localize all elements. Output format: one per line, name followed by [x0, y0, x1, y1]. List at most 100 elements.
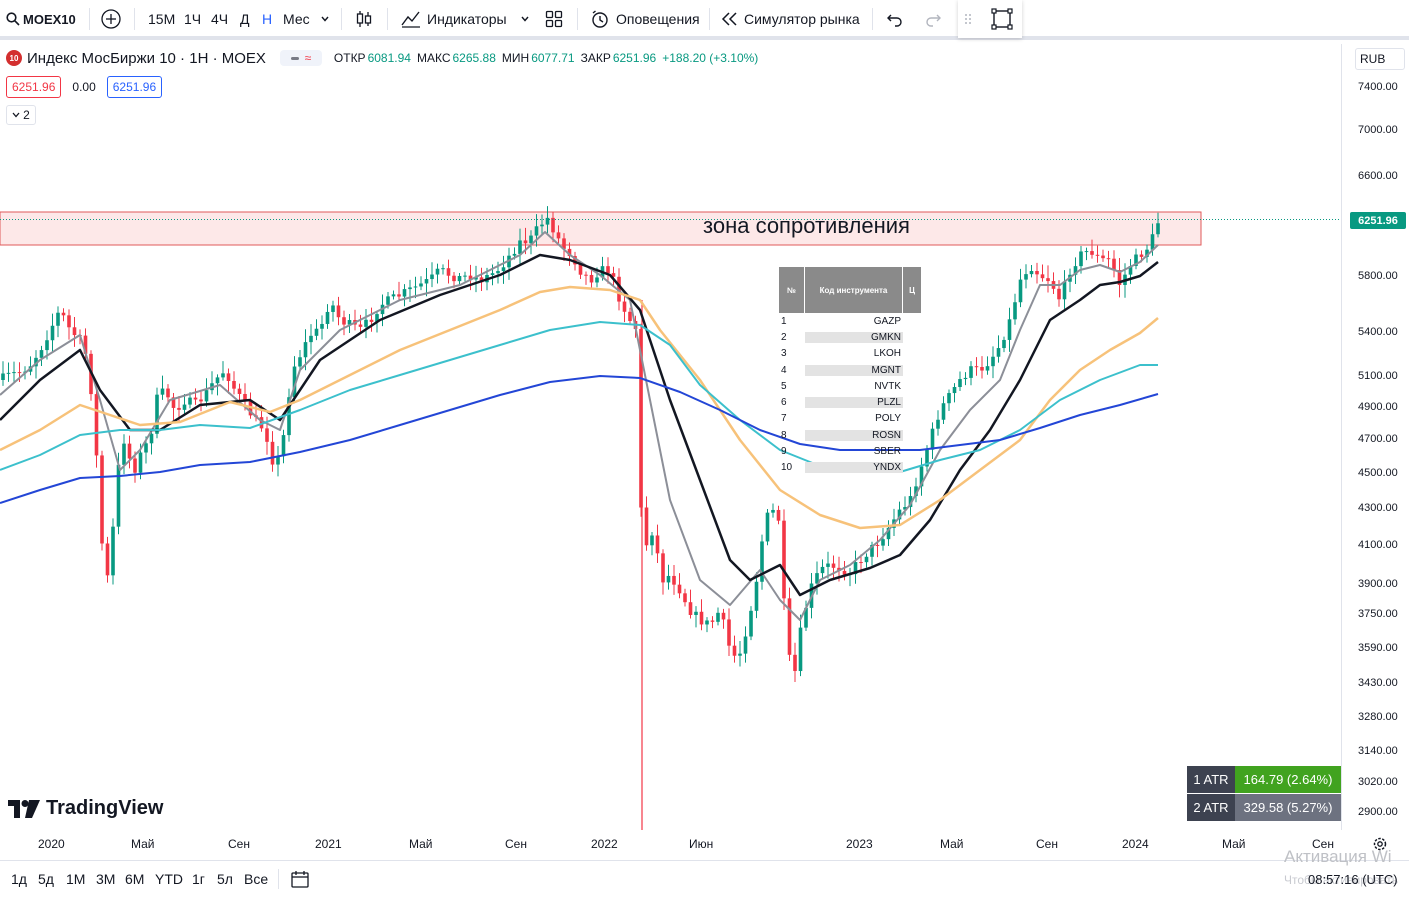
candle-body	[270, 441, 275, 465]
candle-body	[446, 268, 451, 276]
price-tick: 3140.00	[1358, 745, 1398, 757]
candle-body	[61, 312, 66, 316]
row-number: 2	[781, 331, 787, 343]
candle-body	[314, 328, 319, 336]
resistance-zone[interactable]	[0, 211, 1202, 246]
candle-body	[875, 544, 880, 546]
resistance-zone-label[interactable]: зона сопротивления	[703, 213, 910, 238]
instrument-table-header: № Код инструмента Ц	[779, 267, 921, 313]
indicators-collapse-button[interactable]: 2	[6, 105, 36, 125]
atr-row: 1 ATR 164.79 (2.64%)	[1187, 766, 1341, 793]
legend-toggle-button[interactable]: ≈	[279, 50, 322, 66]
range-5d-button[interactable]: 5д	[38, 871, 54, 887]
candle-body	[424, 279, 429, 284]
candle-body	[556, 232, 561, 239]
candle-body	[325, 311, 330, 324]
timezone-clock[interactable]: 08:57:16 (UTC)	[1308, 872, 1398, 887]
instrument-code: GMKN	[805, 331, 903, 343]
symbol-title[interactable]: Индекс МосБиржи 10 · 1Н · MOEX	[27, 49, 266, 67]
candle-body	[639, 328, 643, 508]
market-replay-button[interactable]: Симулятор рынка	[721, 0, 860, 38]
atr-value: 329.58 (5.27%)	[1235, 794, 1341, 821]
time-tick: 2024	[1122, 837, 1149, 851]
table-row: 6 PLZL	[779, 394, 921, 410]
candle-body	[782, 520, 786, 599]
candle-body	[523, 240, 528, 244]
row-number: 4	[781, 364, 787, 376]
candle-body	[292, 366, 297, 398]
low-value: 6077.71	[531, 51, 575, 65]
price-axis[interactable]: 7400.007000.006600.006200.005800.005400.…	[1341, 44, 1409, 830]
range-1d-button[interactable]: 1д	[11, 871, 27, 887]
candle-body	[1145, 249, 1149, 257]
candle-body	[743, 636, 748, 654]
interval-4h[interactable]: 4Ч	[211, 11, 229, 27]
axis-settings-button[interactable]	[1372, 836, 1388, 857]
redo-button[interactable]	[924, 0, 942, 38]
interval-1mo[interactable]: Мес	[283, 11, 310, 27]
currency-button[interactable]: RUB	[1355, 48, 1405, 70]
range-3m-button[interactable]: 3М	[96, 871, 116, 887]
candle-body	[1024, 274, 1028, 280]
candle-body	[12, 372, 16, 374]
chart-type-button[interactable]	[354, 0, 374, 38]
candle-body	[72, 327, 77, 336]
range-ytd-button[interactable]: YTD	[155, 871, 183, 887]
time-tick: Май	[1222, 837, 1246, 851]
candle-body	[6, 372, 11, 374]
row-number: 1	[781, 315, 787, 327]
interval-1w[interactable]: Н	[262, 11, 273, 27]
range-5y-button[interactable]: 5л	[217, 871, 233, 887]
high-value: 6265.88	[452, 51, 496, 65]
range-6m-button[interactable]: 6М	[125, 871, 145, 887]
range-all-button[interactable]: Все	[244, 871, 269, 887]
candle-body	[83, 335, 88, 354]
time-tick: 2022	[591, 837, 618, 851]
candle-body	[182, 404, 187, 410]
time-axis[interactable]: 2020 Май Сен 2021 Май Сен 2022 Июн 2023 …	[0, 830, 1409, 856]
time-tick: 2021	[315, 837, 342, 851]
candle-body	[408, 287, 412, 290]
time-tick: Май	[131, 837, 155, 851]
candle-body	[573, 256, 577, 265]
sell-price-button[interactable]: 6251.96	[6, 76, 62, 98]
price-chart[interactable]	[0, 44, 1341, 830]
candle-body	[369, 319, 374, 322]
interval-1h[interactable]: 1Ч	[184, 11, 202, 27]
interval-dropdown-button[interactable]	[320, 0, 330, 38]
candle-body	[413, 286, 418, 288]
atr-label: 2 ATR	[1187, 794, 1235, 821]
candle-body	[754, 581, 759, 611]
symbol-search-button[interactable]: MOEX10	[6, 0, 76, 38]
interval-1d[interactable]: Д	[240, 11, 250, 27]
range-1y-button[interactable]: 1г	[192, 871, 205, 887]
drag-handle-icon[interactable]	[963, 0, 973, 38]
compare-symbol-button[interactable]	[100, 0, 122, 38]
fullscreen-button[interactable]	[990, 0, 1014, 38]
indicators-button[interactable]: Индикаторы	[400, 0, 507, 38]
range-1m-button[interactable]: 1М	[66, 871, 86, 887]
candle-body	[534, 226, 539, 236]
candle-body	[941, 403, 946, 420]
alerts-button[interactable]: Оповещения	[590, 0, 700, 38]
candle-body	[336, 305, 341, 318]
windows-activation-subtext: Чтобы активировать	[1284, 873, 1398, 887]
go-to-date-button[interactable]	[290, 869, 310, 894]
candle-body	[100, 455, 104, 544]
candle-body	[1090, 251, 1094, 255]
candle-body	[661, 553, 665, 583]
chevron-down-icon	[321, 16, 329, 22]
candle-body	[589, 274, 594, 283]
low-label: МИН	[501, 51, 530, 65]
candle-body	[1101, 255, 1105, 259]
layouts-button[interactable]	[545, 0, 563, 38]
candle-body	[188, 397, 192, 405]
tradingview-logo[interactable]: TradingView	[8, 797, 163, 820]
interval-15m[interactable]: 15М	[148, 11, 176, 27]
time-tick: Май	[409, 837, 433, 851]
indicators-dropdown-button[interactable]	[520, 0, 530, 38]
row-number: 3	[781, 348, 787, 360]
undo-button[interactable]	[886, 0, 904, 38]
price-tick: 3750.00	[1358, 608, 1398, 620]
buy-price-button[interactable]: 6251.96	[106, 76, 163, 98]
